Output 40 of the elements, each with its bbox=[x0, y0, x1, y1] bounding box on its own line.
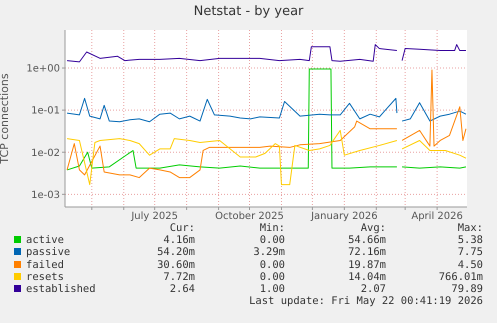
legend-label: active bbox=[26, 234, 64, 246]
y-tick-label: 1e+00 bbox=[26, 64, 60, 75]
text: 2.07 bbox=[360, 283, 386, 295]
text: 7.75 bbox=[458, 246, 483, 258]
y-tick-label: 1e-03 bbox=[31, 190, 60, 201]
x-tick-label: October 2025 bbox=[215, 211, 284, 222]
legend-label: established bbox=[26, 283, 96, 295]
text: 2.64 bbox=[170, 283, 195, 295]
text: 4.16m bbox=[163, 234, 195, 246]
text: 0.00 bbox=[260, 270, 285, 283]
text: 0.00 bbox=[260, 234, 285, 246]
x-tick-label: July 2025 bbox=[130, 211, 178, 222]
text: 30.60m bbox=[157, 258, 195, 271]
text: 54.66m bbox=[348, 234, 386, 246]
legend-label: failed bbox=[26, 258, 64, 271]
text: 3.29m bbox=[253, 246, 285, 258]
chart-title: Netstat - by year bbox=[192, 4, 304, 19]
legend-label: resets bbox=[26, 270, 64, 283]
text: 7.72m bbox=[163, 270, 195, 283]
x-tick-label: January 2026 bbox=[310, 211, 378, 222]
text: Avg: bbox=[360, 222, 386, 234]
text: 54.20m bbox=[157, 246, 195, 258]
text: Last update: Fri May 22 00:41:19 2026 bbox=[249, 295, 483, 308]
text: 4.50 bbox=[458, 258, 483, 271]
legend-label: passive bbox=[26, 246, 70, 258]
text: 79.89 bbox=[451, 283, 483, 295]
text: Max: bbox=[458, 222, 483, 234]
text: 0.00 bbox=[260, 258, 285, 271]
text: 766.01m bbox=[438, 270, 483, 283]
y-tick-label: 1e-02 bbox=[31, 148, 60, 159]
text: 14.04m bbox=[348, 270, 386, 283]
y-axis-title: TCP connections bbox=[0, 73, 11, 165]
x-tick-label: April 2026 bbox=[411, 211, 463, 222]
text: 72.16m bbox=[348, 246, 386, 258]
text: 1.00 bbox=[260, 283, 285, 295]
y-tick-label: 1e-01 bbox=[31, 106, 60, 117]
text: Cur: bbox=[170, 222, 195, 234]
text: 19.87m bbox=[348, 258, 386, 271]
text: Min: bbox=[260, 222, 285, 234]
text: 5.38 bbox=[458, 234, 483, 246]
